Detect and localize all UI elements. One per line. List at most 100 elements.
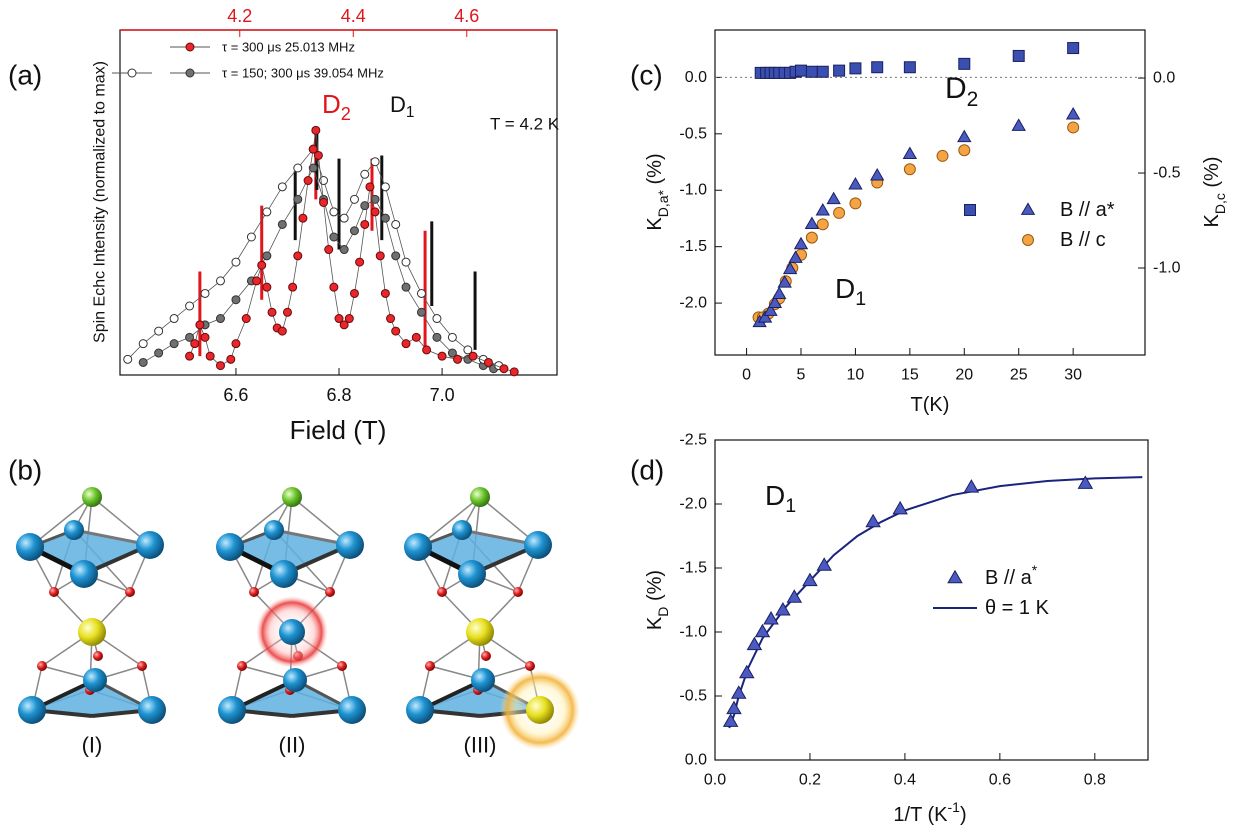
x-tick-label: 25 [1010,367,1028,384]
legend-label: B // a* [1060,199,1115,221]
atom-cu [279,619,305,645]
data-point [349,226,359,236]
data-point [816,557,832,571]
data-point [453,354,463,364]
data-point [334,314,344,324]
legend-marker [185,42,195,52]
text-part: 1 [855,288,866,310]
atom-cu [216,533,244,561]
x-tick-label: 0.8 [1084,772,1106,789]
data-point [262,251,272,261]
data-point [262,207,272,217]
y-axis-label: KD (%) [644,570,671,630]
data-point [205,351,215,361]
data-point [226,354,236,364]
data-point [154,348,164,358]
atom-o [481,651,491,661]
x2-tick-label: 4.4 [341,6,366,26]
data-point [815,202,830,216]
text-part: D [390,92,406,117]
data-point [360,169,370,179]
data-point [786,589,803,603]
data-point [416,288,426,298]
series-line [127,148,499,366]
atom-cu [452,520,472,540]
atom-cu [64,520,84,540]
atom-cu [283,668,307,692]
data-point [401,257,411,267]
data-point [1011,118,1026,131]
legend-label: τ = 150; 300 μs 39.054 MHz [222,66,384,81]
data-point [185,351,195,361]
data-point [772,286,787,299]
data-point [339,245,349,255]
atom-cu [264,520,284,540]
legend-marker [127,68,137,78]
atom-cu [138,696,166,724]
y2-axis-label: KD,c (%) [1201,156,1228,227]
atom-cl [82,487,102,507]
x2-tick-label: 4.6 [454,6,479,26]
data-point [432,332,442,342]
y-tick-label: -1.0 [679,624,707,641]
x-tick-label: 0.6 [989,772,1011,789]
data-point [200,332,210,342]
data-point [138,339,148,349]
text-part: K [644,616,666,630]
data-point [200,288,210,298]
text-part: -1 [947,799,960,815]
data-point [1067,121,1080,134]
data-point [401,339,411,349]
atom-cu [70,560,98,588]
data-point [1077,475,1094,489]
x-tick-label: 10 [847,367,865,384]
data-point [746,636,763,651]
data-point [871,61,884,74]
data-point [365,182,375,192]
text-part: D [945,72,967,105]
y-axis-label: Spin Echc Intensity (normalized to max) [92,61,109,343]
x-tick-label: 7.0 [430,385,455,405]
atom-o [137,661,147,671]
data-point [816,218,829,231]
data-point [870,167,885,181]
data-point [849,197,862,210]
atom-center [466,618,494,646]
data-point [311,125,321,135]
data-point [190,339,200,349]
text-part: D [655,607,671,617]
atom-o [525,661,535,671]
data-point [282,307,292,317]
atom-o [249,587,259,597]
data-point [231,295,241,305]
data-point [757,310,773,323]
data-point [252,276,262,286]
text-part: B // a [985,567,1033,589]
data-point [775,602,791,616]
data-point [411,332,421,342]
data-point [468,351,478,361]
data-point [329,207,339,217]
data-point [123,354,133,364]
text-part: D [322,89,341,119]
y-tick-label: 0.0 [685,69,707,86]
atom-o [93,651,103,661]
data-point [293,251,303,261]
data-point [1067,42,1080,55]
data-point [849,62,862,75]
data-point [483,357,493,367]
data-point [138,357,148,367]
y-tick-label: -1.5 [679,238,707,255]
data-point [277,326,287,336]
data-point [892,500,908,515]
panel-label: (c) [630,60,663,91]
data-point [422,345,432,355]
data-point [215,276,225,286]
data-point [308,144,318,154]
data-point [303,176,313,186]
data-point [739,664,755,679]
data-point [267,307,277,317]
atom-cu [218,696,246,724]
data-point [401,282,411,292]
data-point [726,700,742,715]
